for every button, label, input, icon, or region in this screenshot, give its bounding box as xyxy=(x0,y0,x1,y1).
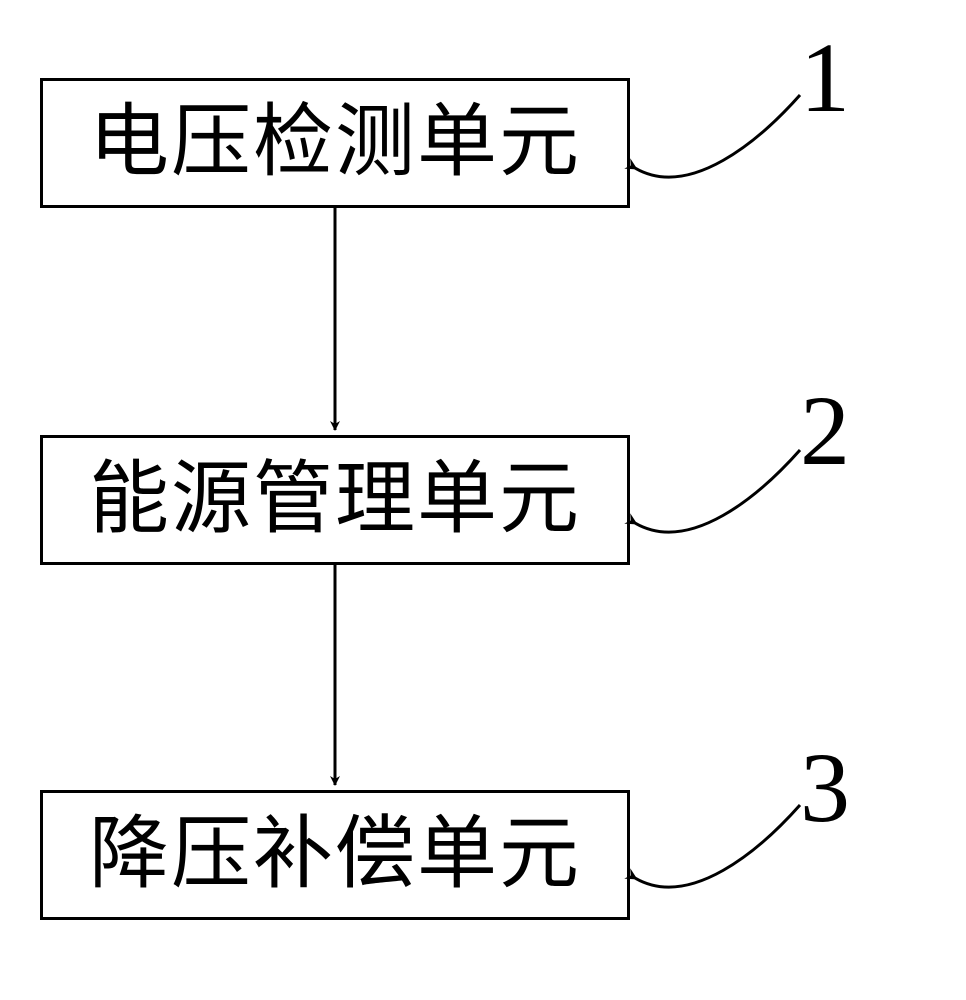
diagram-canvas: 电压检测单元 1 能源管理单元 2 降压补偿单元 3 xyxy=(0,0,966,1000)
annotation-1: 1 xyxy=(800,20,850,135)
node-buck-compensation: 降压补偿单元 xyxy=(40,790,630,920)
callout-curve-3 xyxy=(635,805,800,887)
node-label: 能源管理单元 xyxy=(89,460,581,540)
annotation-2: 2 xyxy=(800,373,850,488)
callout-curve-1 xyxy=(635,95,800,177)
node-energy-management: 能源管理单元 xyxy=(40,435,630,565)
node-label: 电压检测单元 xyxy=(89,103,581,183)
node-label: 降压补偿单元 xyxy=(89,815,581,895)
annotation-3: 3 xyxy=(800,730,850,845)
callout-curve-2 xyxy=(635,450,800,532)
node-voltage-detection: 电压检测单元 xyxy=(40,78,630,208)
